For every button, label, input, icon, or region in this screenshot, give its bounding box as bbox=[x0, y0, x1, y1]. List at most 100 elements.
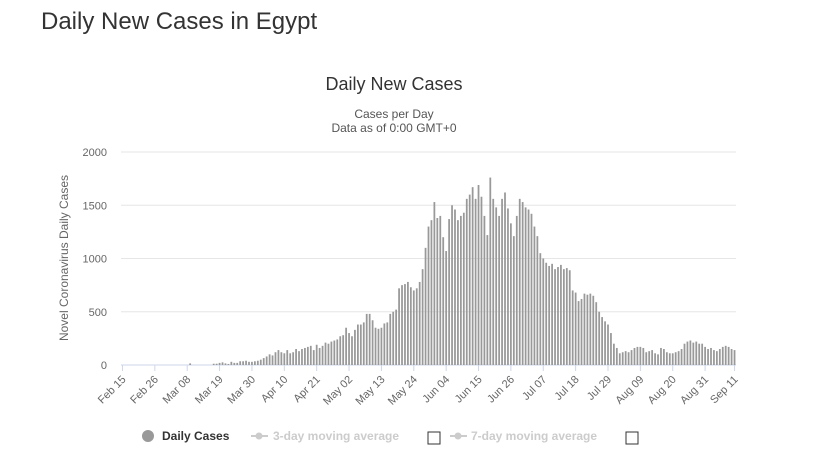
bar[interactable] bbox=[221, 362, 224, 365]
bar[interactable] bbox=[256, 360, 259, 365]
bar[interactable] bbox=[536, 236, 539, 365]
bar[interactable] bbox=[230, 361, 233, 365]
bar[interactable] bbox=[465, 198, 468, 365]
bar[interactable] bbox=[574, 292, 577, 365]
bar[interactable] bbox=[301, 349, 303, 365]
bar[interactable] bbox=[607, 324, 609, 365]
bar[interactable] bbox=[486, 235, 489, 365]
bar[interactable] bbox=[568, 270, 571, 365]
bar[interactable] bbox=[601, 317, 603, 365]
bar[interactable] bbox=[448, 219, 450, 365]
bar[interactable] bbox=[730, 349, 733, 365]
bar[interactable] bbox=[545, 262, 548, 365]
bar[interactable] bbox=[483, 215, 486, 365]
bar[interactable] bbox=[459, 215, 462, 365]
bar[interactable] bbox=[242, 361, 244, 365]
bar[interactable] bbox=[265, 356, 268, 365]
bar[interactable] bbox=[286, 350, 289, 365]
bar[interactable] bbox=[701, 343, 704, 365]
bar[interactable] bbox=[274, 352, 277, 365]
legend-item-3day-average[interactable]: 3-day moving average bbox=[251, 429, 399, 443]
bar[interactable] bbox=[368, 313, 371, 365]
bar[interactable] bbox=[254, 361, 256, 365]
bar[interactable] bbox=[330, 341, 333, 365]
bar[interactable] bbox=[692, 342, 695, 365]
bar[interactable] bbox=[554, 269, 556, 365]
bar[interactable] bbox=[512, 236, 515, 365]
bar[interactable] bbox=[671, 353, 674, 365]
bar[interactable] bbox=[471, 187, 474, 365]
bar[interactable] bbox=[389, 313, 392, 365]
bar[interactable] bbox=[445, 251, 448, 365]
bar[interactable] bbox=[539, 253, 542, 365]
bar[interactable] bbox=[439, 215, 442, 365]
bar[interactable] bbox=[715, 351, 718, 365]
bar[interactable] bbox=[677, 351, 680, 365]
bar[interactable] bbox=[421, 269, 424, 365]
bar[interactable] bbox=[457, 220, 459, 365]
bar[interactable] bbox=[401, 285, 403, 366]
bar[interactable] bbox=[560, 264, 562, 365]
bar[interactable] bbox=[507, 208, 509, 365]
bar[interactable] bbox=[518, 198, 521, 365]
bar[interactable] bbox=[663, 349, 665, 365]
bar[interactable] bbox=[624, 351, 627, 365]
bar[interactable] bbox=[698, 343, 701, 365]
bar[interactable] bbox=[633, 347, 636, 365]
bar[interactable] bbox=[436, 218, 439, 365]
bar[interactable] bbox=[295, 349, 297, 365]
bar[interactable] bbox=[727, 346, 730, 365]
bar[interactable] bbox=[498, 215, 501, 365]
legend-7day-checkbox[interactable] bbox=[625, 431, 639, 445]
bar[interactable] bbox=[480, 196, 483, 365]
legend-3day-checkbox[interactable] bbox=[427, 431, 441, 445]
bar[interactable] bbox=[315, 344, 318, 365]
bar[interactable] bbox=[415, 288, 418, 365]
bar[interactable] bbox=[713, 350, 715, 365]
bar[interactable] bbox=[409, 287, 412, 365]
bar[interactable] bbox=[604, 321, 606, 365]
bar[interactable] bbox=[501, 198, 503, 365]
bar[interactable] bbox=[233, 362, 236, 365]
bar[interactable] bbox=[477, 185, 480, 365]
bar[interactable] bbox=[615, 347, 618, 365]
bar[interactable] bbox=[321, 345, 324, 365]
bar[interactable] bbox=[557, 267, 559, 365]
legend-item-7day-average[interactable]: 7-day moving average bbox=[450, 429, 597, 443]
bar[interactable] bbox=[215, 363, 218, 365]
bar[interactable] bbox=[668, 353, 671, 365]
bar[interactable] bbox=[527, 209, 530, 365]
bar[interactable] bbox=[495, 207, 498, 365]
bar[interactable] bbox=[660, 347, 662, 365]
bar[interactable] bbox=[583, 293, 586, 365]
bar[interactable] bbox=[412, 290, 415, 365]
bar[interactable] bbox=[239, 361, 242, 365]
bar[interactable] bbox=[639, 346, 642, 365]
bar[interactable] bbox=[451, 205, 453, 365]
bar[interactable] bbox=[636, 346, 639, 365]
bar[interactable] bbox=[248, 361, 250, 365]
bar[interactable] bbox=[530, 213, 533, 365]
bar[interactable] bbox=[342, 335, 345, 365]
bar[interactable] bbox=[551, 263, 553, 365]
bar[interactable] bbox=[245, 360, 247, 365]
bar[interactable] bbox=[277, 350, 280, 365]
bar[interactable] bbox=[262, 358, 265, 365]
bar[interactable] bbox=[565, 268, 568, 365]
bar[interactable] bbox=[442, 237, 445, 365]
bar[interactable] bbox=[651, 350, 654, 365]
bar[interactable] bbox=[492, 198, 495, 365]
bar[interactable] bbox=[577, 301, 580, 365]
bar[interactable] bbox=[251, 361, 253, 365]
bar[interactable] bbox=[454, 209, 456, 365]
bar[interactable] bbox=[542, 258, 545, 366]
bar[interactable] bbox=[462, 212, 465, 365]
bar[interactable] bbox=[571, 290, 574, 365]
bar[interactable] bbox=[345, 327, 347, 365]
legend-item-daily-cases[interactable]: Daily Cases bbox=[142, 429, 230, 443]
bar[interactable] bbox=[657, 354, 659, 365]
bar[interactable] bbox=[586, 294, 589, 365]
bar[interactable] bbox=[689, 340, 692, 366]
bar[interactable] bbox=[268, 354, 271, 365]
bar[interactable] bbox=[680, 349, 683, 365]
